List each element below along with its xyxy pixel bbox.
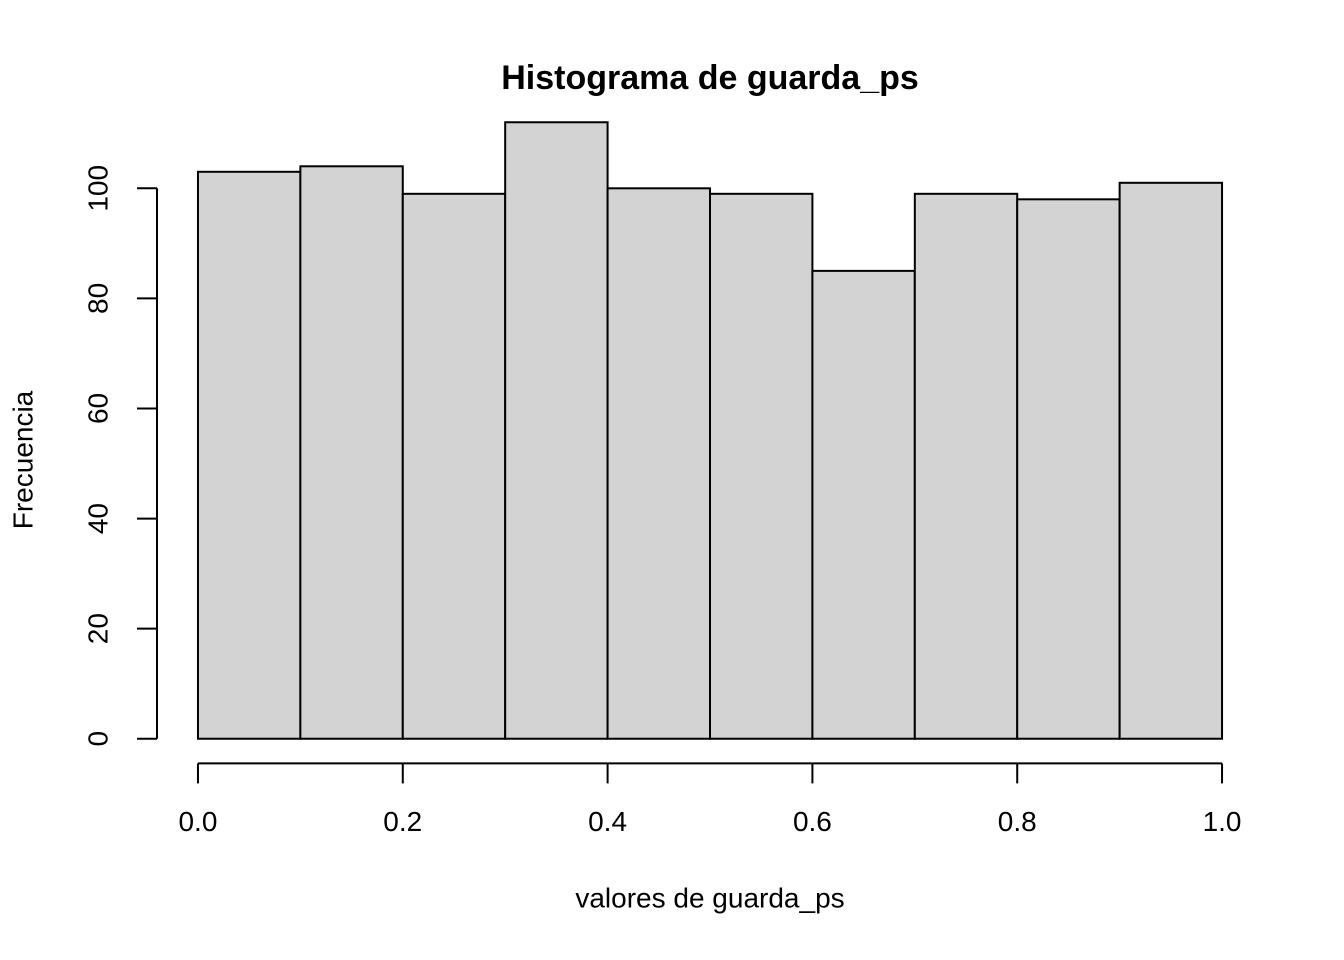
y-tick-label: 20 (82, 613, 113, 644)
x-tick-label: 1.0 (1203, 806, 1242, 837)
bar (606, 187, 711, 740)
bar (1016, 198, 1121, 740)
bar (1118, 181, 1224, 740)
bar (401, 192, 507, 740)
y-tick-label: 40 (82, 503, 113, 534)
x-tick-label: 0.6 (793, 806, 832, 837)
bar (709, 192, 814, 740)
bar (504, 121, 609, 740)
bar (299, 165, 404, 740)
y-tick-label: 60 (82, 393, 113, 424)
x-axis-label: valores de guarda_ps (575, 882, 844, 913)
chart-title: Histograma de guarda_ps (501, 59, 919, 97)
x-tick-label: 0.2 (383, 806, 422, 837)
x-tick-label: 0.0 (178, 806, 217, 837)
bar (913, 192, 1019, 740)
y-tick-label: 80 (82, 283, 113, 314)
x-tick-label: 0.8 (998, 806, 1037, 837)
y-tick-label: 100 (82, 165, 113, 212)
y-tick-label: 0 (82, 731, 113, 747)
bar (811, 269, 916, 740)
x-tick-label: 0.4 (588, 806, 627, 837)
y-axis-label: Frecuencia (7, 390, 38, 529)
bar (196, 170, 302, 740)
